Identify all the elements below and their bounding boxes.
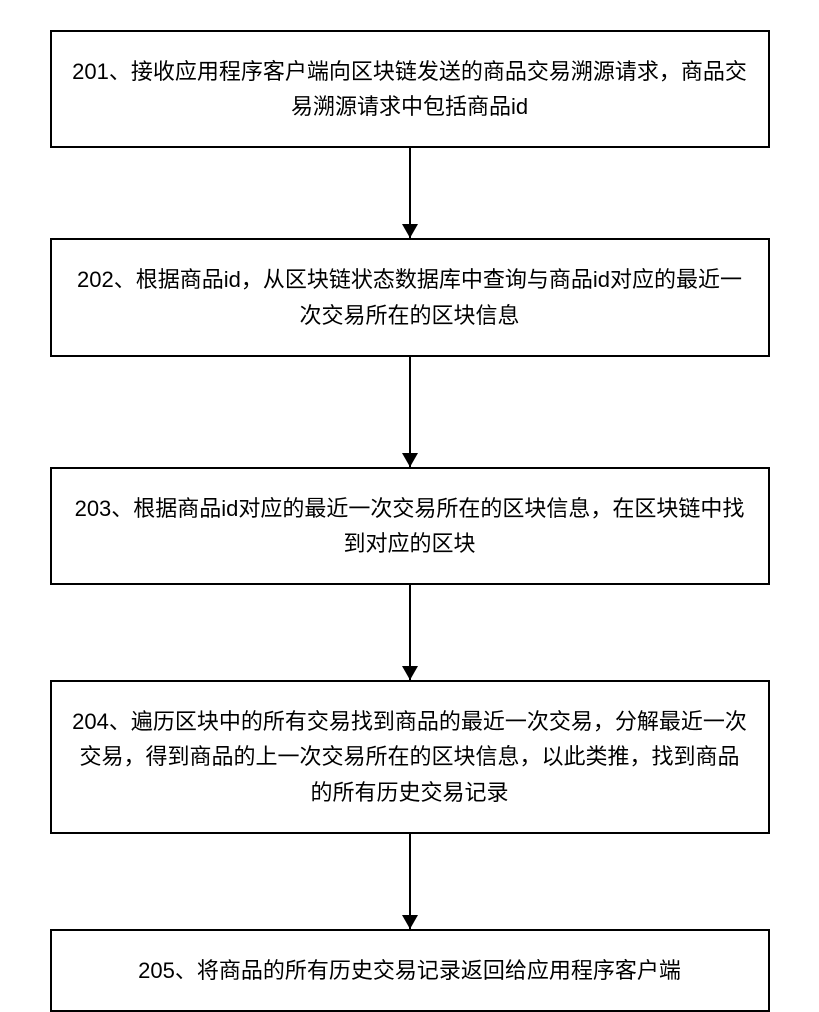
step-201-text: 201、接收应用程序客户端向区块链发送的商品交易溯源请求，商品交易溯源请求中包括… — [72, 54, 748, 124]
arrow-204-205 — [50, 834, 770, 929]
step-201-box: 201、接收应用程序客户端向区块链发送的商品交易溯源请求，商品交易溯源请求中包括… — [50, 30, 770, 148]
step-205-text: 205、将商品的所有历史交易记录返回给应用程序客户端 — [138, 953, 681, 988]
step-204-box: 204、遍历区块中的所有交易找到商品的最近一次交易，分解最近一次交易，得到商品的… — [50, 680, 770, 834]
step-203-box: 203、根据商品id对应的最近一次交易所在的区块信息，在区块链中找到对应的区块 — [50, 467, 770, 585]
arrow-203-204 — [50, 585, 770, 680]
arrow-line-icon — [409, 357, 411, 467]
step-202-box: 202、根据商品id，从区块链状态数据库中查询与商品id对应的最近一次交易所在的… — [50, 238, 770, 356]
arrow-head-icon — [402, 224, 418, 238]
step-205-box: 205、将商品的所有历史交易记录返回给应用程序客户端 — [50, 929, 770, 1012]
arrow-head-icon — [402, 453, 418, 467]
step-202-text: 202、根据商品id，从区块链状态数据库中查询与商品id对应的最近一次交易所在的… — [72, 262, 748, 332]
flowchart-container: 201、接收应用程序客户端向区块链发送的商品交易溯源请求，商品交易溯源请求中包括… — [50, 30, 770, 1012]
step-203-text: 203、根据商品id对应的最近一次交易所在的区块信息，在区块链中找到对应的区块 — [72, 491, 748, 561]
step-204-text: 204、遍历区块中的所有交易找到商品的最近一次交易，分解最近一次交易，得到商品的… — [72, 704, 748, 810]
arrow-202-203 — [50, 357, 770, 467]
arrow-head-icon — [402, 915, 418, 929]
arrow-201-202 — [50, 148, 770, 238]
arrow-head-icon — [402, 666, 418, 680]
